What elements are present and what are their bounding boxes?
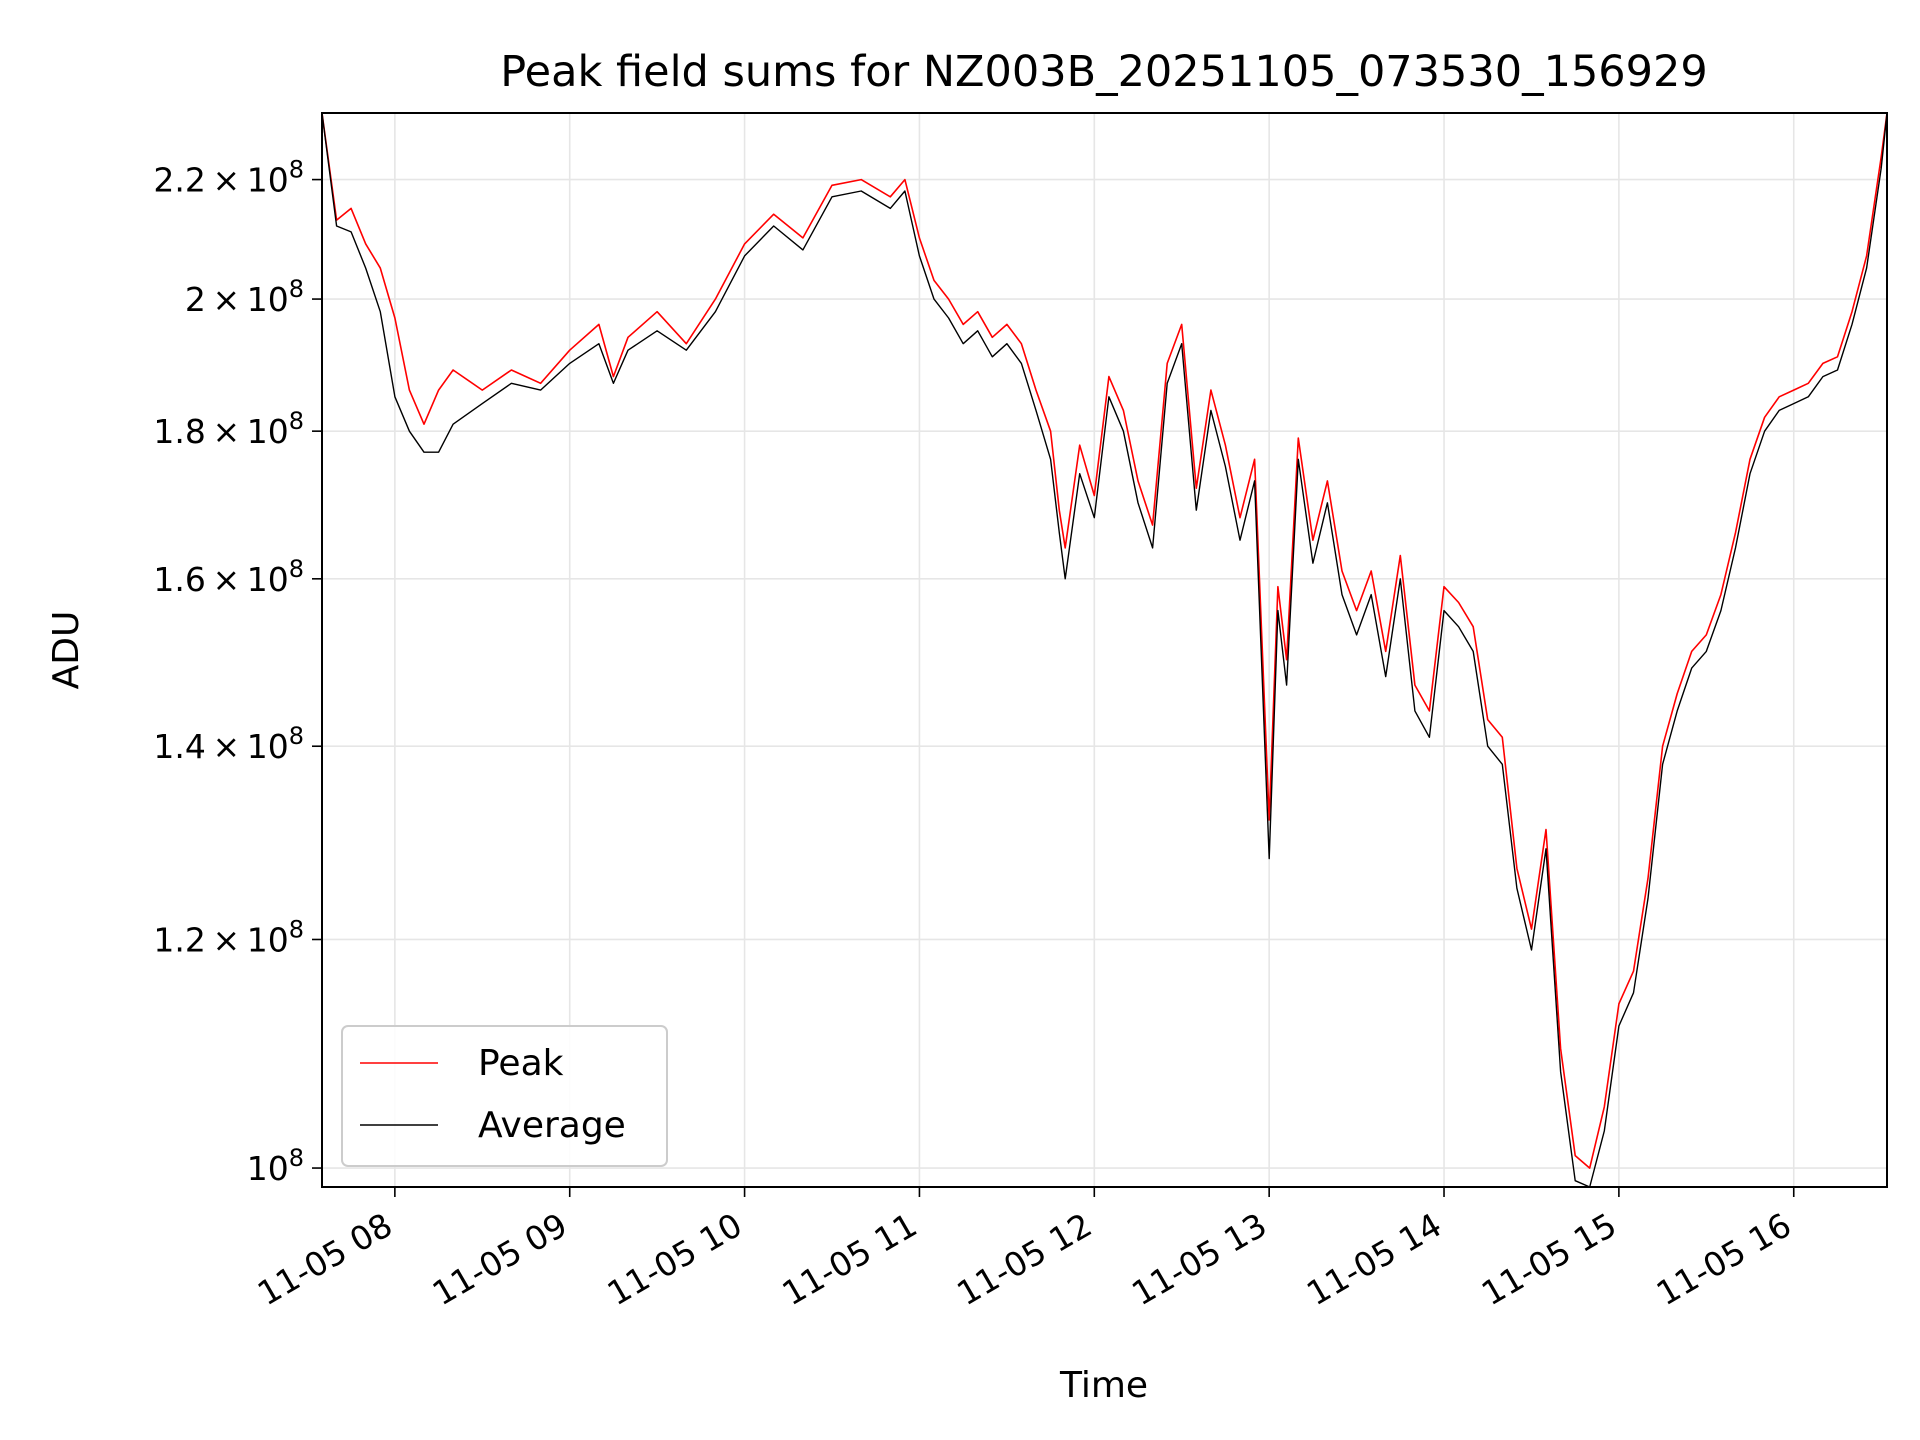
series-line-peak	[321, 112, 1888, 1169]
y-axis-ticks: 108 1.2 × 108 1.4 × 108 1.6 × 108 1.8 × 108 2…	[153, 156, 322, 1188]
x-axis-ticks: 11-05 08 11-05 09 11-05 10 11-05 11 11-05 12…	[251, 1187, 1798, 1313]
x-tick-label: 11-05 11	[775, 1205, 923, 1313]
y-tick-label: 1.8 × 108	[153, 407, 304, 451]
x-tick-label: 11-05 13	[1125, 1205, 1273, 1313]
series-layer	[321, 112, 1888, 1188]
y-tick-label: 1.6 × 108	[153, 555, 304, 599]
y-axis-label: ADU	[46, 611, 87, 690]
x-tick-label: 11-05 10	[601, 1205, 749, 1313]
x-tick-label: 11-05 16	[1650, 1205, 1798, 1313]
x-tick-label: 11-05 09	[426, 1205, 574, 1313]
y-tick-label: 2 × 108	[185, 275, 304, 319]
legend-label-average: Average	[478, 1105, 626, 1146]
x-tick-label: 11-05 08	[251, 1205, 399, 1313]
y-tick-label: 108	[247, 1144, 304, 1188]
x-tick-label: 11-05 15	[1475, 1205, 1623, 1313]
x-tick-label: 11-05 14	[1300, 1205, 1448, 1313]
y-tick-label: 2.2 × 108	[153, 156, 304, 200]
legend-box	[341, 1025, 668, 1167]
x-tick-label: 11-05 12	[950, 1205, 1098, 1313]
legend-label-peak: Peak	[478, 1043, 564, 1084]
x-axis-label: Time	[1059, 1365, 1148, 1406]
legend: Peak Average	[341, 1025, 668, 1167]
y-tick-label: 1.2 × 108	[153, 915, 304, 959]
y-tick-label: 1.4 × 108	[153, 722, 304, 766]
plot-frame	[321, 112, 1888, 1188]
chart-title: Peak field sums for NZ003B_20251105_0735…	[500, 47, 1708, 97]
series-line-average	[321, 112, 1888, 1188]
